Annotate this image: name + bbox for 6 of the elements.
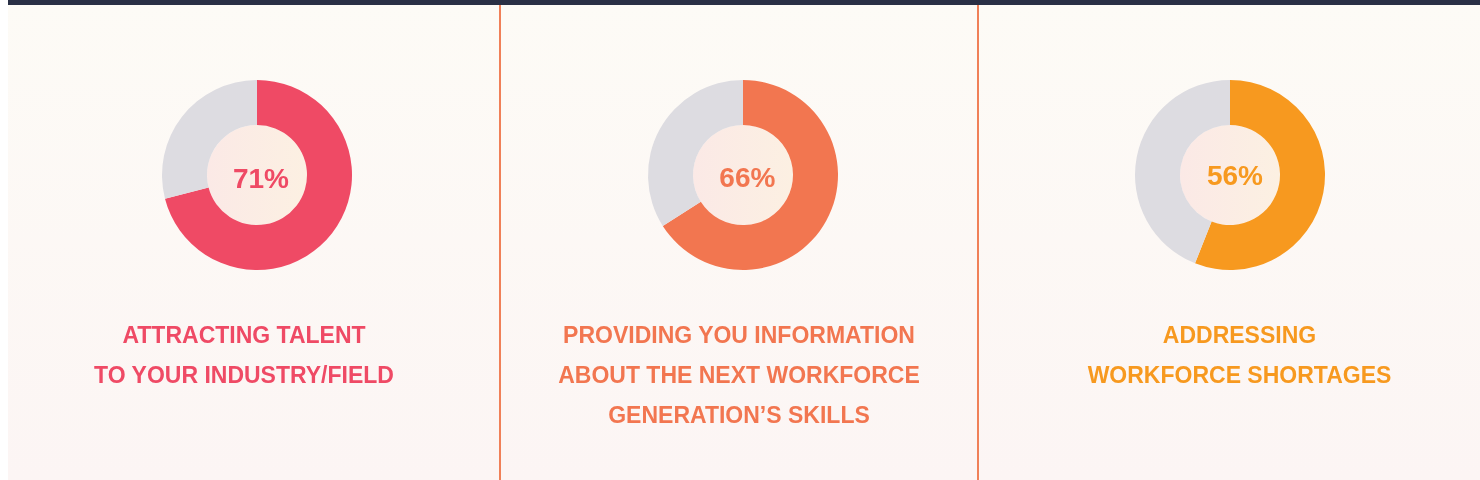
data-label: 66%	[719, 161, 776, 193]
text: PROVIDING YOU INFORMATION ABOUT THE NEXT WORKFORCE GENERATION’S SKILLS	[558, 322, 920, 428]
data-label: 56%	[1206, 160, 1264, 192]
text: ATTRACTING TALENT TO YOUR INDUSTRY/FIELD	[94, 322, 394, 388]
data-label: 71%	[232, 162, 290, 194]
text: ADDRESSING WORKFORCE SHORTAGES	[1087, 322, 1392, 388]
